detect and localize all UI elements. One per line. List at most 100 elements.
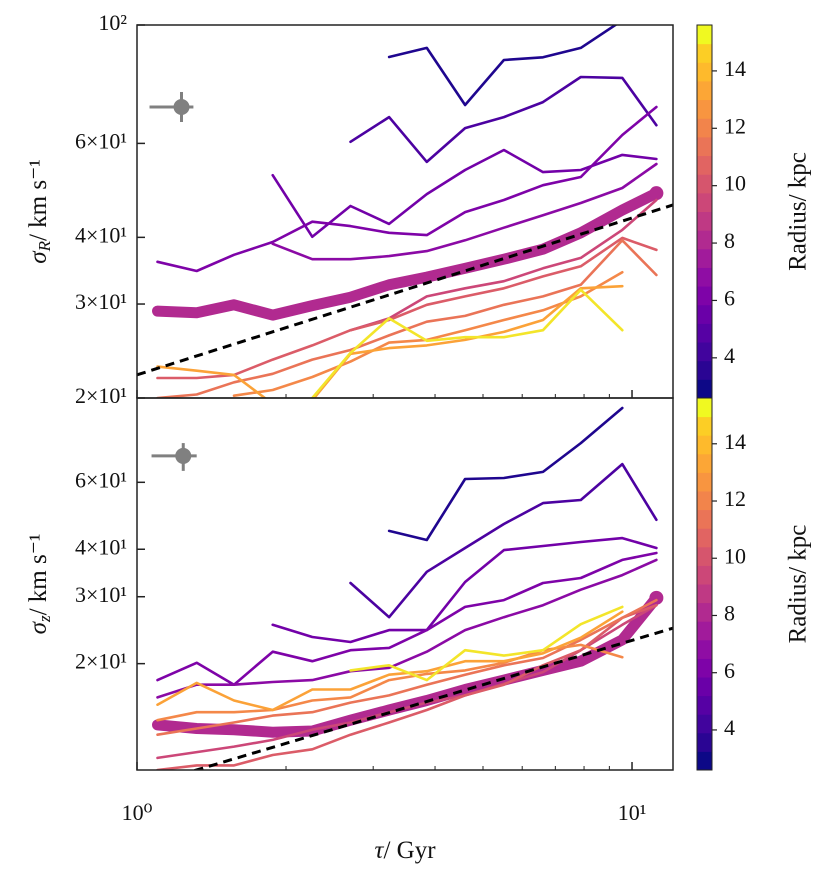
colorbar-tick-label: 14	[724, 56, 746, 81]
data-line	[156, 603, 658, 770]
colorbar-tick-label: 4	[724, 343, 735, 368]
colorbar-band	[697, 379, 712, 399]
y-label-unit: / km s⁻¹	[25, 534, 52, 616]
colorbar-tick-label: 6	[724, 285, 735, 310]
data-line	[349, 462, 658, 619]
x-label-unit: / Gyr	[383, 837, 436, 864]
colorbar-band	[697, 658, 712, 678]
colorbar-band	[697, 732, 712, 752]
data-line	[387, 406, 624, 542]
y-label-sub: z	[35, 615, 54, 623]
colorbar-band	[697, 435, 712, 455]
colorbar-band	[697, 509, 712, 529]
colorbar-band	[697, 248, 712, 268]
data-line	[349, 75, 658, 164]
colorbar-band	[697, 80, 712, 101]
colorbar-tick-label: 6	[724, 658, 735, 683]
colorbar-band	[697, 118, 712, 138]
colorbar-band	[697, 398, 712, 418]
y-label-unit: / km s⁻¹	[25, 159, 52, 241]
data-line	[271, 148, 658, 239]
colorbar-tick-label: 8	[724, 228, 735, 253]
colorbar-band	[697, 25, 712, 45]
colorbar-label: Radius/ kpc	[785, 525, 812, 644]
data-line	[156, 105, 658, 273]
colorbar-label: Radius/ kpc	[785, 152, 812, 271]
x-label-symbol: τ	[374, 837, 384, 864]
data-line	[156, 610, 624, 712]
y-tick-label: 10²	[98, 10, 127, 35]
data-line	[387, 25, 618, 107]
y-label-sub: R	[35, 240, 54, 252]
data-line	[156, 236, 658, 380]
data-line	[349, 605, 624, 682]
highlight-line	[152, 592, 662, 738]
colorbar-band	[697, 695, 712, 715]
colorbar-band	[697, 491, 712, 511]
y-tick-label: 4×10¹	[75, 222, 127, 247]
data-line	[271, 536, 658, 644]
colorbar-band	[697, 602, 712, 622]
end-marker	[649, 186, 664, 201]
error-point	[175, 447, 192, 464]
highlight-line	[152, 187, 662, 321]
reference-line	[191, 626, 673, 770]
colorbar-band	[697, 286, 712, 306]
panel-frame	[136, 397, 674, 771]
data-line	[156, 284, 624, 398]
colorbar-band	[697, 230, 712, 250]
colorbar-band	[697, 267, 712, 287]
colorbar-band	[697, 714, 712, 734]
colorbar-tick-label: 4	[724, 715, 735, 740]
reference-line	[137, 203, 673, 377]
y-tick-label: 3×10¹	[75, 582, 127, 607]
colorbar-band	[697, 472, 712, 492]
colorbar-band	[697, 155, 712, 175]
data-line	[271, 162, 658, 261]
colorbar-band	[697, 192, 712, 212]
x-tick-label: 10¹	[618, 800, 647, 825]
colorbar-tick-label: 12	[724, 113, 746, 138]
colorbar-band	[697, 565, 712, 585]
y-tick-label: 2×10¹	[75, 649, 127, 674]
y-tick-label: 2×10¹	[75, 383, 127, 408]
data-line	[156, 598, 658, 736]
data-line	[156, 558, 658, 699]
y-tick-label: 6×10¹	[75, 467, 127, 492]
data-line	[156, 551, 658, 686]
colorbar-band	[697, 416, 712, 436]
y-tick-label: 3×10¹	[75, 289, 127, 314]
data-line	[349, 198, 658, 332]
colorbar-band	[697, 453, 712, 473]
x-tick-label: 10⁰	[122, 800, 153, 825]
colorbar-band	[697, 621, 712, 641]
colorbar-band	[697, 304, 712, 324]
error-point	[173, 99, 190, 116]
colorbar-frame	[696, 397, 713, 771]
colorbar-tick-label: 8	[724, 601, 735, 626]
plot-area	[152, 406, 673, 770]
colorbar-band	[697, 211, 712, 231]
colorbar-band	[697, 62, 712, 82]
colorbar-band	[697, 136, 712, 157]
colorbar-band	[697, 43, 712, 63]
colorbar-tick-label: 10	[724, 171, 746, 196]
colorbar-band	[697, 546, 712, 566]
colorbar-band	[697, 639, 712, 659]
colorbar-tick-label: 12	[724, 486, 746, 511]
colorbar-band	[697, 342, 712, 362]
y-label-symbol: σ	[25, 250, 52, 264]
x-axis-label: τ/ Gyr	[374, 837, 436, 864]
colorbar-band	[697, 360, 712, 380]
y-axis-label: σz/ km s⁻¹	[25, 534, 54, 635]
colorbar-tick-label: 10	[724, 543, 746, 568]
plot-area	[137, 25, 673, 398]
colorbar-band	[697, 751, 712, 771]
colorbar-band	[697, 174, 712, 194]
y-tick-label: 4×10¹	[75, 534, 127, 559]
y-axis-label: σR/ km s⁻¹	[25, 159, 54, 264]
y-label-symbol: σ	[25, 620, 52, 634]
colorbar-band	[697, 677, 712, 697]
data-line	[311, 288, 624, 398]
